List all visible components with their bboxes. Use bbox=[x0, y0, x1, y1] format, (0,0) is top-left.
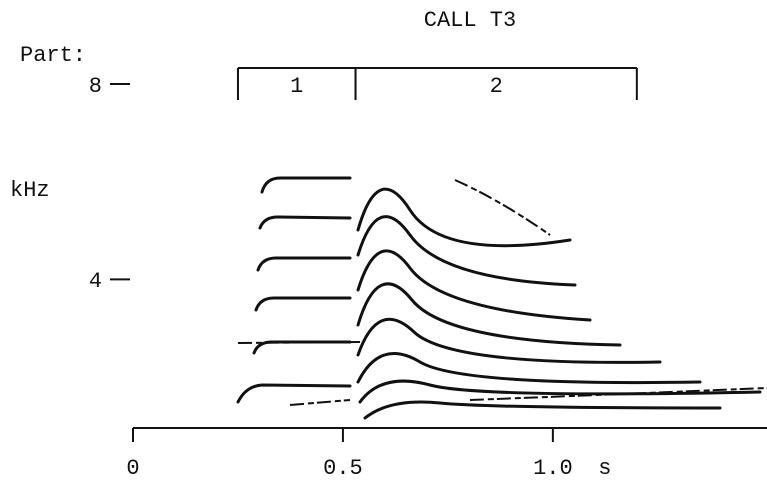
x-tick-label: 0 bbox=[126, 456, 139, 481]
parts-label: Part: bbox=[20, 43, 86, 68]
y-tick-label: 8 bbox=[89, 74, 102, 99]
chart-title: CALL T3 bbox=[424, 8, 516, 33]
x-tick-label: 0.5 bbox=[323, 456, 363, 481]
part-label: 1 bbox=[290, 74, 303, 99]
x-axis-label: s bbox=[598, 456, 611, 481]
y-axis-label: kHz bbox=[10, 178, 50, 203]
part-label: 2 bbox=[490, 74, 503, 99]
x-tick-label: 1.0 bbox=[533, 456, 573, 481]
spectrogram-traces bbox=[236, 176, 767, 420]
y-tick-label: 4 bbox=[89, 269, 102, 294]
